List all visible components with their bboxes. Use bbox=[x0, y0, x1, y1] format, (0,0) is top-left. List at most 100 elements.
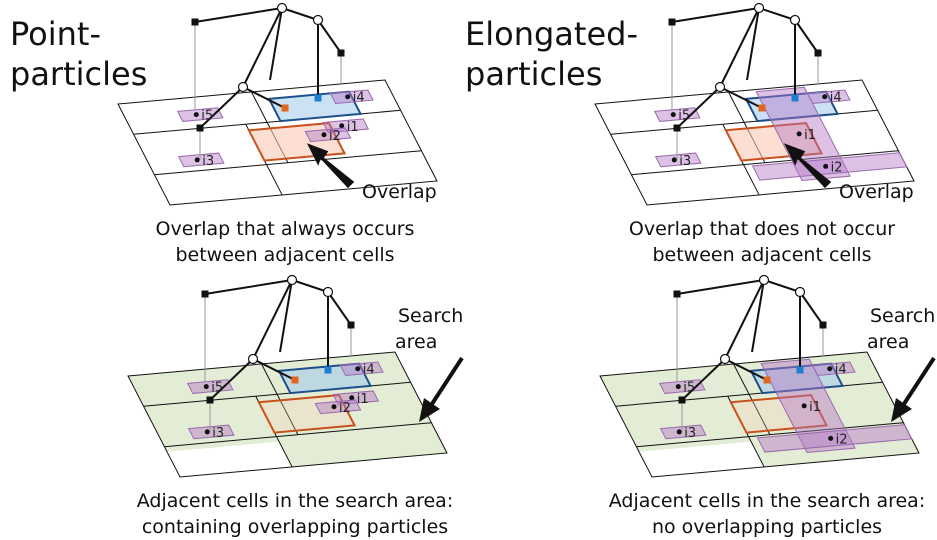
tree-node bbox=[276, 2, 288, 14]
heading: Elongated- bbox=[465, 15, 638, 53]
tree-edge bbox=[751, 279, 765, 353]
tree-edge bbox=[242, 86, 286, 109]
tree-leaf bbox=[291, 376, 299, 384]
particle-center bbox=[801, 403, 807, 409]
tree-edge bbox=[327, 291, 352, 326]
tree-leaf bbox=[673, 290, 681, 298]
particle bbox=[755, 86, 851, 182]
particle-label: i2 bbox=[836, 432, 848, 447]
particle bbox=[654, 152, 702, 168]
particle-center bbox=[670, 112, 676, 118]
arrow-head bbox=[419, 398, 440, 422]
callout: area bbox=[395, 331, 437, 353]
particle bbox=[176, 107, 224, 122]
particle bbox=[756, 424, 913, 453]
particle-center bbox=[193, 112, 199, 118]
tree-leaf bbox=[281, 104, 289, 112]
particle-label: i5 bbox=[201, 109, 213, 124]
tree-leaf bbox=[206, 396, 214, 404]
tree-edge bbox=[758, 7, 796, 21]
particle-center bbox=[823, 163, 829, 169]
particle bbox=[177, 152, 225, 168]
tree-edge bbox=[681, 358, 726, 401]
caption: Overlap that always occurs bbox=[156, 218, 415, 240]
query-cell bbox=[749, 362, 845, 395]
tree-node bbox=[714, 81, 726, 93]
caption: containing overlapping particles bbox=[142, 516, 448, 538]
tree-leaf bbox=[668, 18, 676, 26]
grid-border bbox=[127, 351, 448, 478]
particle-label: i4 bbox=[353, 91, 365, 106]
tree-edge bbox=[763, 279, 801, 293]
search-area bbox=[751, 427, 919, 467]
heading: Point- bbox=[10, 15, 101, 53]
tree-leaf bbox=[678, 396, 686, 404]
particle bbox=[751, 152, 908, 181]
tree-leaf bbox=[314, 94, 322, 102]
tree-leaf bbox=[673, 124, 681, 132]
tree-leaf bbox=[796, 366, 804, 374]
grid-border bbox=[117, 79, 438, 206]
tree-leaf bbox=[791, 94, 799, 102]
tree-node bbox=[237, 81, 249, 93]
grid-border bbox=[594, 79, 915, 206]
particle-center bbox=[675, 384, 681, 390]
particle-label: i3 bbox=[212, 426, 224, 441]
arrow-shaft bbox=[900, 356, 936, 409]
tree-edge bbox=[676, 279, 765, 295]
tree-node bbox=[794, 286, 806, 298]
particle-center bbox=[345, 94, 351, 100]
tree-edge bbox=[671, 7, 760, 23]
tree-edge bbox=[194, 7, 283, 23]
heading: particles bbox=[10, 55, 147, 93]
tree-edge bbox=[719, 86, 763, 109]
particle bbox=[187, 424, 235, 440]
particle-label: i1 bbox=[809, 400, 821, 415]
tree-node bbox=[286, 274, 298, 286]
tree-edge bbox=[269, 7, 283, 81]
panel: i1 i2 i3 i4 i5 Elongated-particles Overlap Over… bbox=[465, 2, 915, 266]
query-cell bbox=[744, 90, 840, 123]
tree-leaf bbox=[201, 290, 209, 298]
tree-edge bbox=[281, 7, 319, 21]
search-area bbox=[279, 427, 447, 467]
tree-edge bbox=[799, 291, 824, 326]
particle bbox=[760, 358, 856, 454]
particle-label: i5 bbox=[683, 381, 695, 396]
grid-line bbox=[261, 363, 299, 435]
tree-edge bbox=[252, 279, 293, 360]
tree-edge bbox=[279, 279, 293, 353]
tree-edge bbox=[242, 7, 283, 88]
particle bbox=[339, 361, 384, 376]
grid-line bbox=[733, 363, 771, 435]
tree-node bbox=[312, 14, 324, 26]
particle-label: i5 bbox=[211, 381, 223, 396]
tree-node bbox=[322, 286, 334, 298]
query-cell bbox=[267, 90, 363, 123]
particle-label: i1 bbox=[804, 128, 816, 143]
tree-leaf bbox=[814, 49, 822, 57]
particle bbox=[314, 399, 362, 415]
tree-node bbox=[719, 353, 731, 365]
particle bbox=[653, 107, 701, 122]
tree-leaf bbox=[758, 104, 766, 112]
particle bbox=[659, 424, 707, 440]
tree-leaf bbox=[819, 321, 827, 329]
particle-center bbox=[203, 384, 209, 390]
panel: i1 i2 i3 i4 i5 Search area Adjacent cells in th… bbox=[127, 274, 464, 538]
panel: i1 i2 i3 i4 i5 Search area Adjacent cells in th… bbox=[599, 274, 936, 538]
callout: Search bbox=[870, 305, 935, 327]
heading: particles bbox=[465, 55, 602, 93]
particle-center bbox=[349, 395, 355, 401]
particle-label: i2 bbox=[329, 129, 341, 144]
tree-node bbox=[758, 274, 770, 286]
tree-edge bbox=[291, 279, 329, 293]
tree-edge bbox=[204, 279, 293, 295]
particle bbox=[329, 89, 374, 104]
grid-border bbox=[599, 351, 920, 478]
particle-center bbox=[676, 429, 682, 435]
tree-edge bbox=[746, 7, 760, 81]
particle-center bbox=[331, 404, 337, 410]
particle-center bbox=[822, 94, 828, 100]
particle-label: i4 bbox=[830, 91, 842, 106]
